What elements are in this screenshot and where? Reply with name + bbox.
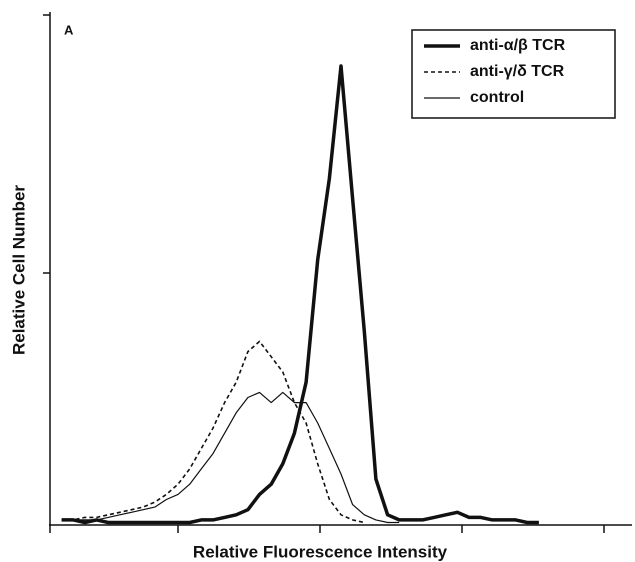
series-line <box>61 64 539 525</box>
legend-label: anti-α/β TCR <box>470 37 566 54</box>
panel-label: A <box>64 22 74 37</box>
series-line <box>61 340 365 524</box>
y-axis-label: Relative Cell Number <box>9 185 28 355</box>
axis-ticks <box>43 14 605 533</box>
legend-label: control <box>470 89 524 106</box>
x-axis-label: Relative Fluorescence Intensity <box>193 542 448 561</box>
series-line <box>61 391 400 524</box>
legend-label: anti-γ/δ TCR <box>470 63 565 80</box>
